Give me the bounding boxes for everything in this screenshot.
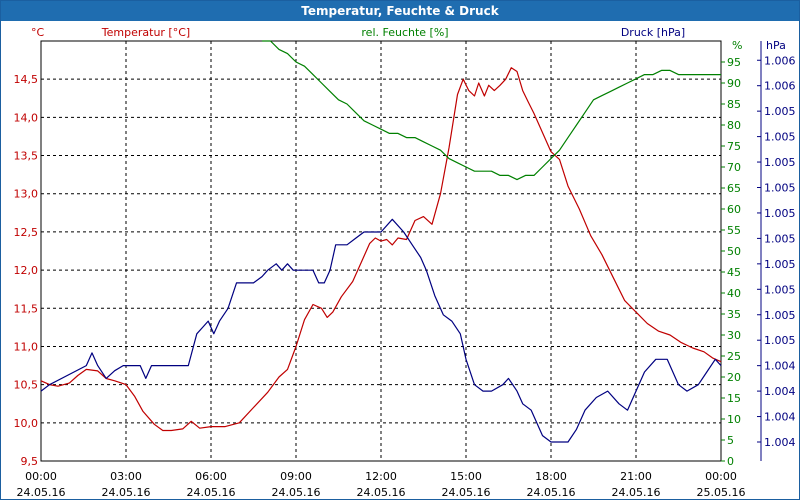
time-axis: 00:00 24.05.16 03:00 24.05.16 06:00 24.05.16 0… — [17, 470, 746, 499]
humidity-series-line — [262, 40, 721, 181]
pressure-tick-label: 1.004 — [764, 436, 796, 449]
temperature-tick-label: 11,0 — [14, 340, 39, 353]
pressure-series-line — [40, 218, 722, 443]
time-tick-label: 09:00 — [280, 470, 312, 483]
date-tick-label: 24.05.16 — [102, 486, 151, 499]
humidity-tick-label: 65 — [727, 182, 741, 195]
date-tick-label: 25.05.16 — [697, 486, 746, 499]
legend-pressure: Druck [hPa] — [621, 26, 685, 39]
date-tick-label: 24.05.16 — [442, 486, 491, 499]
pressure-axis: 1.004 1.004 1.004 1.004 1.005 1.005 1.005 1.005… — [757, 41, 796, 461]
time-tick-label: 21:00 — [620, 470, 652, 483]
humidity-tick-label: 20 — [727, 371, 741, 384]
temperature-unit: °C — [31, 26, 45, 39]
date-tick-label: 24.05.16 — [527, 486, 576, 499]
temperature-tick-label: 12,0 — [14, 264, 39, 277]
temperature-tick-label: 10,5 — [14, 379, 39, 392]
temperature-tick-label: 13,0 — [14, 188, 39, 201]
pressure-tick-label: 1.005 — [764, 309, 796, 322]
time-tick-label: 00:00 — [25, 470, 57, 483]
humidity-tick-label: 70 — [727, 161, 741, 174]
time-tick-label: 06:00 — [195, 470, 227, 483]
date-tick-label: 24.05.16 — [357, 486, 406, 499]
time-tick-label: 03:00 — [110, 470, 142, 483]
temperature-axis: 9,5 10,0 10,5 11,0 11,5 12,0 12,5 13,0 13,5 14,0 1… — [14, 73, 39, 468]
pressure-tick-label: 1.005 — [764, 232, 796, 245]
humidity-axis: 0 5 10 15 20 25 30 35 40 45 50 55 60 65 70 75 80 85 90 95 — [721, 56, 741, 468]
pressure-tick-label: 1.005 — [764, 156, 796, 169]
pressure-tick-label: 1.005 — [764, 131, 796, 144]
series-lines — [40, 40, 722, 443]
pressure-tick-label: 1.005 — [764, 283, 796, 296]
humidity-tick-label: 0 — [727, 455, 734, 468]
humidity-tick-label: 15 — [727, 392, 741, 405]
humidity-tick-label: 45 — [727, 266, 741, 279]
date-tick-label: 24.05.16 — [187, 486, 236, 499]
time-tick-label: 00:00 — [705, 470, 737, 483]
date-tick-label: 24.05.16 — [612, 486, 661, 499]
time-tick-label: 18:00 — [535, 470, 567, 483]
pressure-tick-label: 1.006 — [764, 54, 796, 67]
pressure-tick-label: 1.006 — [764, 80, 796, 93]
humidity-tick-label: 60 — [727, 203, 741, 216]
humidity-tick-label: 25 — [727, 350, 741, 363]
legend-humidity: rel. Feuchte [%] — [361, 26, 448, 39]
pressure-tick-label: 1.005 — [764, 258, 796, 271]
line-chart: °C Temperatur [°C] rel. Feuchte [%] Druc… — [14, 26, 796, 499]
humidity-tick-label: 50 — [727, 245, 741, 258]
humidity-tick-label: 85 — [727, 98, 741, 111]
humidity-tick-label: 10 — [727, 413, 741, 426]
pressure-tick-label: 1.004 — [764, 360, 796, 373]
pressure-tick-label: 1.005 — [764, 105, 796, 118]
pressure-tick-label: 1.004 — [764, 411, 796, 424]
humidity-tick-label: 55 — [727, 224, 741, 237]
pressure-unit: hPa — [766, 39, 786, 52]
time-tick-label: 15:00 — [450, 470, 482, 483]
date-tick-label: 24.05.16 — [17, 486, 66, 499]
humidity-tick-label: 40 — [727, 287, 741, 300]
grid — [41, 41, 721, 461]
humidity-tick-label: 80 — [727, 119, 741, 132]
temperature-tick-label: 14,0 — [14, 111, 39, 124]
temperature-tick-label: 11,5 — [14, 302, 39, 315]
temperature-tick-label: 14,5 — [14, 73, 39, 86]
temperature-tick-label: 13,5 — [14, 150, 39, 163]
temperature-tick-label: 12,5 — [14, 226, 39, 239]
humidity-tick-label: 90 — [727, 77, 741, 90]
window-title: Temperatur, Feuchte & Druck — [1, 1, 799, 21]
humidity-unit: % — [732, 39, 742, 52]
pressure-tick-label: 1.005 — [764, 334, 796, 347]
temperature-series-line — [40, 67, 722, 432]
pressure-tick-label: 1.004 — [764, 385, 796, 398]
date-tick-label: 24.05.16 — [272, 486, 321, 499]
humidity-tick-label: 5 — [727, 434, 734, 447]
humidity-tick-label: 95 — [727, 56, 741, 69]
temperature-tick-label: 9,5 — [21, 455, 39, 468]
pressure-tick-label: 1.005 — [764, 182, 796, 195]
humidity-tick-label: 75 — [727, 140, 741, 153]
time-tick-label: 12:00 — [365, 470, 397, 483]
pressure-tick-label: 1.005 — [764, 207, 796, 220]
temperature-tick-label: 10,0 — [14, 417, 39, 430]
humidity-tick-label: 35 — [727, 308, 741, 321]
legend-temperature: Temperatur [°C] — [101, 26, 190, 39]
humidity-tick-label: 30 — [727, 329, 741, 342]
